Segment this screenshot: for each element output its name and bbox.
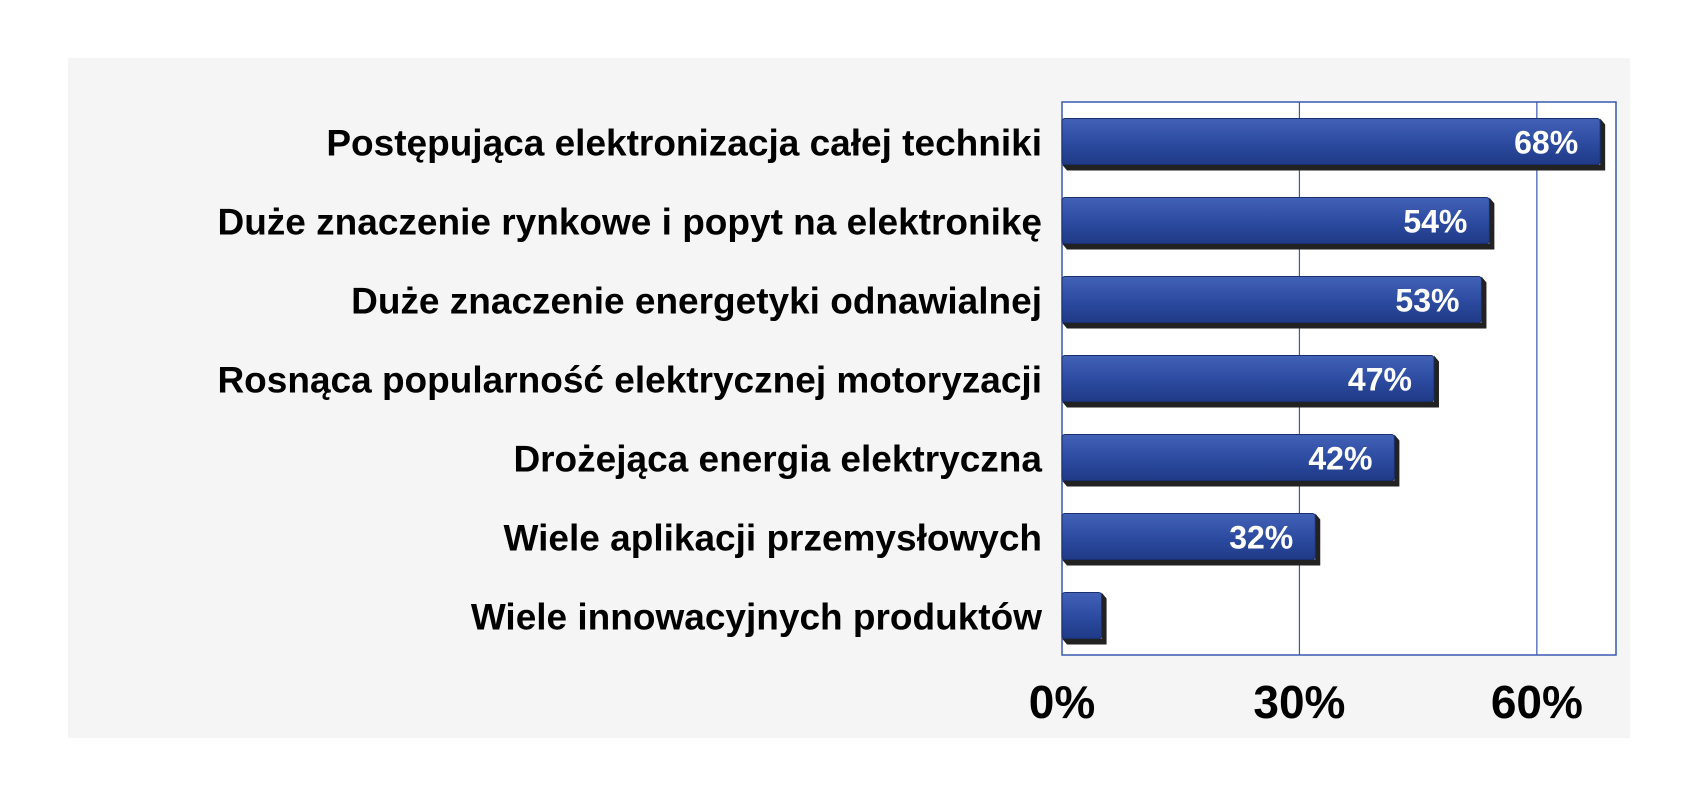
bar-value-label: 68% — [1514, 125, 1578, 161]
bar — [1061, 434, 1395, 481]
x-tick-label: 60% — [1491, 676, 1583, 728]
category-label: Rosnąca popularność elektrycznej motoryz… — [217, 360, 1042, 401]
bar-shadow — [1062, 513, 1321, 566]
x-tick-label: 30% — [1253, 676, 1345, 728]
bar-shadow — [1062, 592, 1107, 645]
bar-value-label: 53% — [1395, 283, 1459, 319]
bar — [1061, 355, 1435, 402]
category-label: Wiele aplikacji przemysłowych — [504, 518, 1042, 559]
category-label: Wiele innowacyjnych produktów — [471, 597, 1042, 638]
category-label: Postępująca elektronizacja całej technik… — [326, 123, 1042, 164]
bar — [1061, 513, 1316, 560]
bar-value-label: 32% — [1229, 520, 1293, 556]
bar-value-label: 54% — [1403, 204, 1467, 240]
bar — [1061, 118, 1601, 165]
bar-shadow — [1062, 434, 1400, 487]
bar-shadow — [1062, 197, 1495, 250]
bar-shadow — [1062, 355, 1439, 408]
bar-value-label: 42% — [1308, 441, 1372, 477]
bar-shadow — [1062, 118, 1606, 171]
bar-value-label: 47% — [1348, 362, 1412, 398]
category-label: Duże znaczenie energetyki odnawialnej — [351, 281, 1042, 322]
bar — [1061, 592, 1103, 639]
category-label: Duże znaczenie rynkowe i popyt na elektr… — [217, 202, 1042, 243]
x-tick-label: 0% — [1029, 676, 1095, 728]
bar — [1061, 276, 1482, 323]
category-label: Drożejąca energia elektryczna — [513, 439, 1042, 480]
bar-shadow — [1062, 276, 1487, 329]
bar — [1061, 197, 1490, 244]
